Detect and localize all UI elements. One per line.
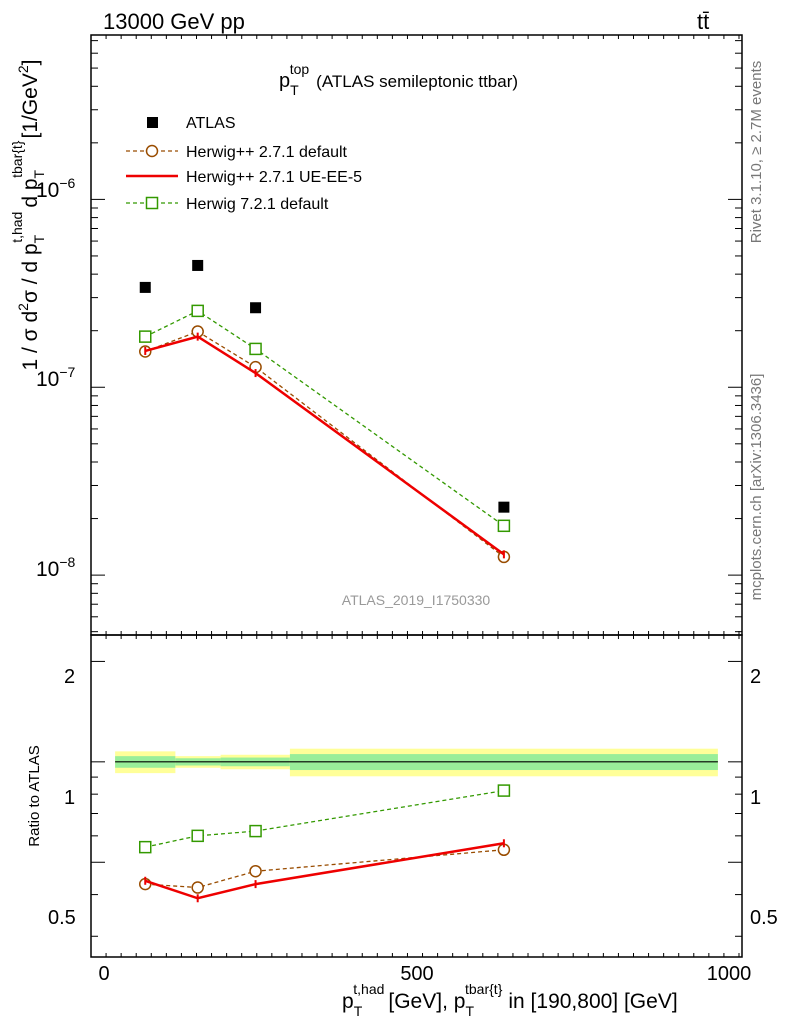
ratio-y-axis-label: Ratio to ATLAS: [26, 745, 43, 846]
data-point-herwig7-default-0: [139, 330, 152, 343]
y-tick-label-1e-7: 10−7: [36, 364, 76, 391]
ratio-line-herwigpp-ueee5: [144, 842, 505, 900]
legend-label-herwigpp-default: Herwig++ 2.7.1 default: [186, 144, 348, 161]
main-y-axis-label: 1 / σ d2σ / d pTt,hadd pTtbar{t}[1/GeV2]: [9, 60, 47, 371]
data-point-herwig7-default-2: [249, 342, 262, 356]
series-line-herwigpp-ueee5: [144, 335, 505, 556]
ratio-point-herwig7-default-2: [249, 824, 262, 838]
energy-label: 13000 GeV pp: [103, 9, 245, 34]
legend-marker-herwig7-default: [145, 196, 159, 210]
data-point-atlas-2: [250, 302, 262, 314]
ratio-y-tick-label-2-right: 2: [750, 666, 761, 688]
legend: ATLAS Herwig++ 2.7.1 default Herwig++ 2.…: [126, 115, 362, 213]
ratio-y-tick-label-2: 2: [64, 666, 75, 688]
data-point-atlas-3: [498, 501, 510, 513]
y-tick-label-1e-8: 10−8: [36, 554, 76, 581]
mcplots-label: mcplots.cern.ch [arXiv:1306.3436]: [748, 374, 765, 601]
main-y-tick-labels: 10−6 10−7 10−8: [36, 175, 76, 581]
axis-ticks: [90, 35, 742, 957]
rivet-version-label: Rivet 3.1.10, ≥ 2.7M events: [748, 61, 765, 244]
x-tick-label-0: 0: [98, 963, 109, 985]
ratio-point-herwig7-default-3: [497, 784, 511, 797]
data-point-atlas-0: [139, 281, 151, 293]
ratio-y-tick-label-0-5-right: 0.5: [750, 907, 778, 929]
process-label: tt̄: [697, 9, 709, 34]
ratio-y-tick-label-1: 1: [64, 787, 75, 809]
ratio-uncertainty-bands: [115, 748, 718, 777]
legend-label-herwigpp-ueee5: Herwig++ 2.7.1 UE-EE-5: [186, 169, 362, 186]
legend-marker-herwigpp-default: [145, 144, 159, 158]
plot-title: pTtop(ATLAS semileptonic ttbar): [279, 61, 518, 98]
ratio-point-herwigpp-default-2: [249, 864, 262, 878]
ratio-point-herwig7-default-1: [191, 829, 204, 843]
series-line-herwig7-default: [144, 310, 505, 527]
ratio-point-herwigpp-default-1: [191, 881, 204, 894]
data-point-herwig7-default-3: [497, 519, 511, 533]
x-tick-label-1000: 1000: [707, 963, 752, 985]
x-axis-label: pTt,had[GeV], pTtbar{t}in [190,800] [GeV…: [342, 981, 678, 1019]
ratio-y-tick-label-0-5: 0.5: [48, 907, 76, 929]
ratio-plot-frame: [90, 634, 743, 958]
analysis-id-watermark: ATLAS_2019_I1750330: [342, 592, 491, 608]
ratio-y-tick-label-1-right: 1: [750, 787, 761, 809]
legend-label-herwig7-default: Herwig 7.2.1 default: [186, 196, 329, 213]
main-plot-series: [139, 259, 511, 564]
ratio-point-herwig7-default-0: [139, 840, 152, 854]
data-point-herwig7-default-1: [191, 304, 204, 318]
y-tick-label-1e-6: 10−6: [36, 175, 76, 202]
legend-label-atlas: ATLAS: [186, 115, 236, 132]
x-tick-label-500: 500: [400, 963, 433, 985]
data-point-atlas-1: [192, 259, 204, 271]
ratio-plot-series: [139, 784, 511, 903]
series-line-herwigpp-default: [145, 330, 505, 558]
legend-marker-atlas: [147, 117, 158, 128]
